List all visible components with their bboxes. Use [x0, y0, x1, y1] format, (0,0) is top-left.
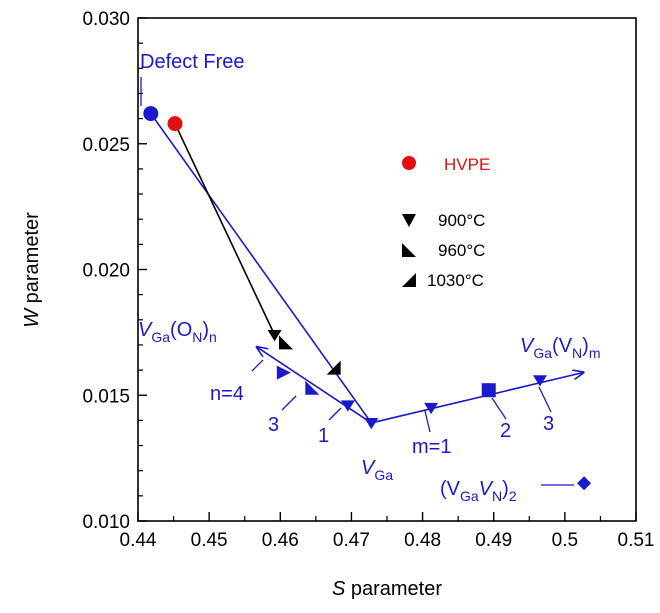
y-tick-label: 0.025	[82, 135, 130, 156]
y-axis-label: W parameter	[21, 212, 43, 328]
axis-ticks: 0.44 0.45 0.46 0.47 0.48 0.49 0.5 0.51 0.010 0.01…	[82, 9, 654, 551]
n4-tick	[251, 359, 264, 372]
connector-lines	[150, 113, 583, 424]
hvpe-to-annealed-line	[174, 123, 276, 336]
x-tick-label: 0.49	[475, 530, 512, 551]
point-960c	[278, 335, 293, 350]
vga-vn-point-m2	[481, 383, 496, 398]
x-tick-label: 0.48	[404, 530, 441, 551]
point-1030c	[326, 360, 341, 375]
legend-1030-label: 1030°C	[427, 271, 484, 290]
vgavn2-label: (VGaVN)2	[440, 478, 517, 504]
n1-label: 1	[318, 425, 329, 447]
vga-vn-point-m3	[532, 375, 547, 387]
x-tick-label: 0.46	[262, 530, 299, 551]
legend-hvpe-label: HVPE	[444, 155, 490, 174]
legend-hvpe-marker	[402, 156, 416, 170]
x-tick-label: 0.45	[191, 530, 228, 551]
y-tick-label: 0.030	[82, 9, 130, 30]
vga-point	[364, 418, 379, 430]
vga-on-point-n2	[305, 380, 320, 395]
m3-label: 3	[543, 413, 554, 435]
vgavn2-point	[577, 476, 592, 491]
n3-label: 3	[268, 414, 279, 436]
legend: HVPE 900°C 960°C 1030°C	[402, 155, 490, 290]
x-axis-label: S parameter	[332, 578, 442, 600]
x-tick-label: 0.51	[618, 530, 655, 551]
vga-vn-point-m1	[424, 402, 439, 415]
legend-900-marker	[402, 214, 416, 227]
x-tick-label: 0.5	[552, 530, 578, 551]
defect-free-point	[143, 106, 159, 122]
m1-label: m=1	[412, 436, 451, 458]
point-900c	[267, 329, 282, 342]
y-tick-label: 0.010	[82, 512, 130, 533]
plot-frame	[137, 17, 637, 522]
vga-vn-series-line	[371, 373, 582, 424]
legend-1030-marker	[402, 273, 416, 287]
defect-free-to-vga-line	[150, 113, 372, 424]
hvpe-point	[167, 116, 183, 132]
y-tick-label: 0.020	[82, 261, 130, 282]
vga-on-series-label: VGa(ON)n	[138, 319, 217, 345]
m1-tick	[424, 410, 431, 433]
vga-vn-series-label: VGa(VN)m	[520, 335, 601, 361]
vga-on-point-n1	[340, 400, 355, 412]
legend-960-marker	[402, 243, 416, 257]
m2-label: 2	[500, 420, 511, 442]
m2-tick	[491, 397, 507, 420]
n4-label: n=4	[210, 383, 244, 405]
x-tick-label: 0.47	[333, 530, 370, 551]
legend-960-label: 960°C	[438, 241, 485, 260]
vga-on-point-n3	[276, 365, 291, 380]
defect-free-label: Defect Free	[140, 51, 244, 73]
x-tick-label: 0.44	[120, 530, 157, 551]
vga-on-series-line	[258, 347, 372, 424]
legend-900-label: 900°C	[438, 211, 485, 230]
y-tick-label: 0.015	[82, 386, 130, 407]
data-markers	[143, 106, 592, 491]
vga-label: VGa	[361, 457, 393, 483]
n1-tick	[328, 407, 342, 421]
n3-tick	[281, 395, 297, 411]
m3-tick	[538, 386, 552, 413]
